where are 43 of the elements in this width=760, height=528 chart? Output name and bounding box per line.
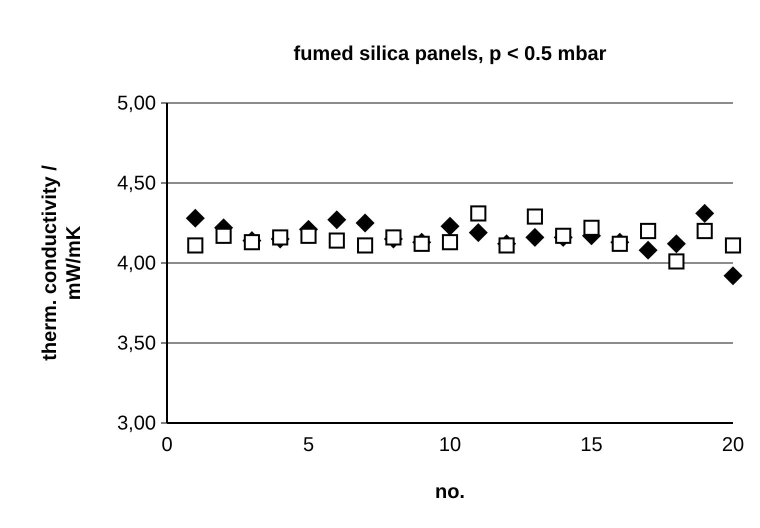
x-axis-title: no. bbox=[435, 481, 465, 503]
point bbox=[328, 232, 345, 249]
point bbox=[638, 240, 658, 260]
point bbox=[186, 208, 205, 228]
point bbox=[666, 234, 686, 254]
point bbox=[414, 236, 430, 252]
point bbox=[385, 229, 402, 246]
y-tick-label: 5,00 bbox=[117, 92, 156, 114]
y-tick-label: 4,00 bbox=[117, 252, 156, 274]
point bbox=[612, 236, 628, 252]
point bbox=[696, 222, 713, 240]
point bbox=[640, 222, 656, 240]
point bbox=[356, 214, 375, 232]
point bbox=[357, 237, 374, 254]
point bbox=[442, 234, 458, 250]
x-tick-label: 5 bbox=[302, 434, 314, 456]
y-tick-label: 3,00 bbox=[117, 412, 156, 434]
x-tick-label: 0 bbox=[161, 434, 173, 456]
point bbox=[244, 234, 260, 250]
x-tick-label: 20 bbox=[722, 434, 744, 456]
y-axis-title: therm. conductivity / mW/mK bbox=[39, 164, 85, 361]
point bbox=[327, 210, 346, 230]
x-tick-label: 10 bbox=[438, 434, 462, 456]
point bbox=[724, 266, 742, 286]
point bbox=[187, 237, 204, 254]
y-tick-label: 3,50 bbox=[117, 332, 156, 354]
point bbox=[724, 237, 742, 254]
point bbox=[470, 205, 486, 222]
point bbox=[668, 253, 684, 270]
x-tick-label: 15 bbox=[580, 434, 603, 456]
point bbox=[272, 229, 288, 246]
point bbox=[440, 216, 460, 236]
chart-title: fumed silica panels, p < 0.5 mbar bbox=[294, 43, 607, 65]
point bbox=[468, 223, 488, 242]
point bbox=[216, 228, 232, 244]
point bbox=[555, 228, 572, 244]
point bbox=[300, 228, 317, 244]
point bbox=[695, 204, 714, 223]
point bbox=[583, 220, 600, 236]
y-tick-label: 4,50 bbox=[117, 172, 156, 194]
point bbox=[526, 208, 543, 225]
point bbox=[525, 228, 544, 247]
point bbox=[498, 237, 515, 254]
